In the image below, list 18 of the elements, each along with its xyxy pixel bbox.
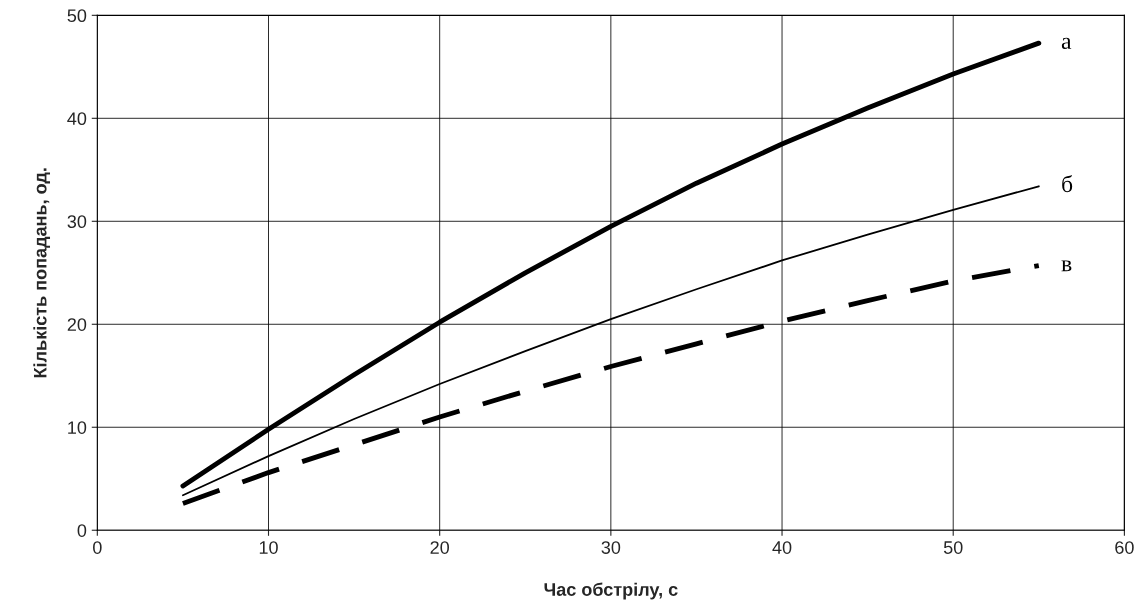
x-tick-label: 20 bbox=[430, 541, 450, 554]
x-axis-title: Час обстрілу, с bbox=[544, 582, 678, 600]
y-tick-label: 0 bbox=[77, 524, 87, 537]
x-tick-label: 40 bbox=[772, 541, 792, 554]
x-tick-label: 60 bbox=[1115, 541, 1134, 554]
x-tick-label: 30 bbox=[601, 541, 621, 554]
y-tick-label: 30 bbox=[67, 215, 87, 229]
y-axis-title: Кількість попадань, од. bbox=[33, 168, 51, 378]
x-tick-label: 50 bbox=[943, 541, 963, 554]
y-tick-label: 40 bbox=[67, 112, 87, 126]
x-tick-label: 0 bbox=[93, 541, 102, 554]
y-tick-label: 10 bbox=[68, 421, 87, 434]
y-tick-label: 50 bbox=[67, 9, 87, 23]
y-tick-label: 20 bbox=[67, 318, 87, 331]
series-label: в bbox=[1061, 260, 1072, 272]
series-label: б bbox=[1062, 175, 1073, 193]
series-label: а bbox=[1061, 37, 1072, 50]
x-tick-label: 10 bbox=[259, 541, 278, 554]
